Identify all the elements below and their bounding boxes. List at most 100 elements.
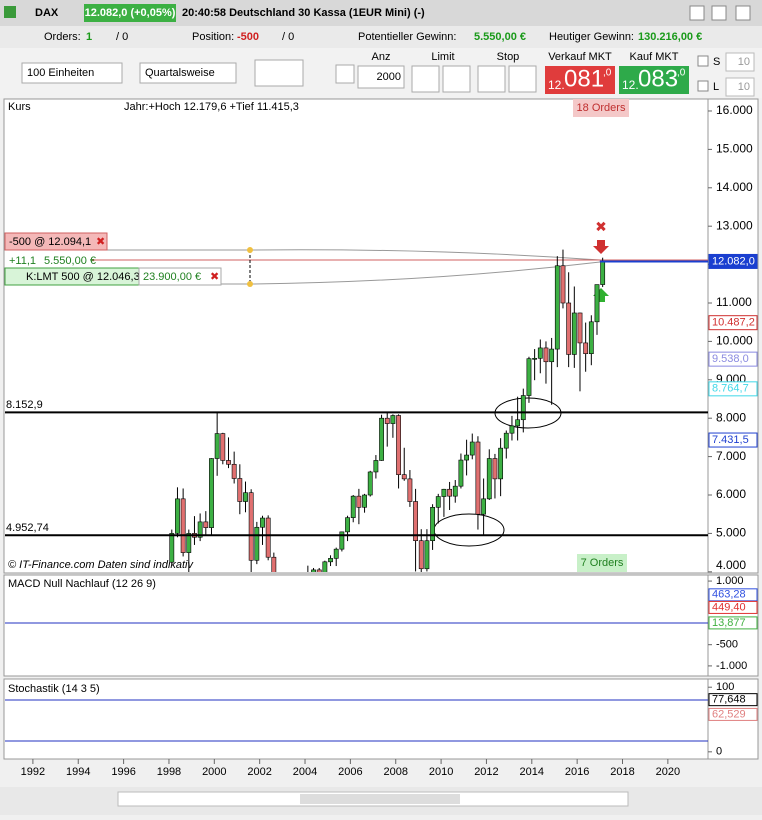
anz-input[interactable] — [357, 65, 405, 89]
window-title: 20:40:58 Deutschland 30 Kassa (1EUR Mini… — [182, 7, 425, 19]
candle-body — [424, 540, 430, 570]
candle-body — [486, 458, 492, 500]
copyright: © IT-Finance.com Daten sind indikativ — [8, 559, 195, 571]
down-arrow — [593, 240, 609, 254]
candle-body — [220, 433, 226, 461]
candle-body — [180, 498, 186, 553]
pnl-value: 5.550,00 € — [44, 255, 96, 267]
candle-body — [265, 517, 271, 558]
order-handle[interactable] — [247, 247, 253, 253]
buy-big: 083 — [638, 65, 678, 92]
pnl-points: +11,1 — [9, 255, 36, 267]
l-input[interactable] — [725, 77, 755, 97]
orders-bottom-box[interactable] — [577, 554, 627, 572]
stop-sell[interactable] — [508, 65, 537, 93]
position-text: -500 @ 12.094,1 — [9, 236, 91, 248]
potential-value: 5.550,00 € — [474, 31, 526, 43]
price-tag-label: 9.538,0 — [712, 353, 749, 365]
symbol[interactable]: DAX — [35, 7, 59, 19]
units-select[interactable] — [21, 62, 123, 84]
x-tick-label: 2004 — [293, 766, 317, 778]
tool-button[interactable] — [335, 64, 355, 84]
y-tick-label: 15.000 — [716, 142, 753, 156]
buy-small: 12. — [622, 78, 639, 92]
scroll-thumb[interactable] — [300, 794, 460, 804]
candle-body — [560, 265, 566, 304]
close-x[interactable]: ✖ — [96, 236, 105, 248]
candle-body — [594, 284, 600, 323]
orders-top-box[interactable] — [573, 99, 629, 117]
candle-body — [435, 496, 441, 508]
candle-body — [379, 417, 384, 461]
s-check[interactable] — [697, 55, 709, 67]
candle-body — [203, 521, 209, 528]
candle-body — [401, 474, 407, 480]
support-label: 8.152,9 — [6, 399, 43, 411]
potential-label: Potentieller Gewinn: — [358, 31, 456, 43]
candle-body — [543, 347, 549, 363]
orders-label: Orders: — [44, 31, 81, 43]
status-bar — [0, 26, 762, 48]
panel-title: Kurs — [8, 101, 31, 113]
today-value: 130.216,00 € — [638, 31, 702, 43]
candle-body — [339, 531, 345, 550]
orders-other: / 0 — [116, 31, 128, 43]
indicator-tag-label: 77,648 — [712, 694, 746, 706]
price-panel — [3, 98, 759, 574]
sell-button[interactable] — [545, 66, 615, 94]
chart-type-select[interactable] — [254, 59, 304, 87]
x-tick-label: 2006 — [338, 766, 362, 778]
support-label: 4.952,74 — [6, 522, 49, 534]
stoch-title: Stochastik (14 3 5) — [8, 683, 100, 695]
candle-body — [214, 433, 220, 459]
price-tag — [708, 381, 758, 397]
period-select[interactable] — [139, 62, 237, 84]
cancel-x[interactable]: ✖ — [210, 271, 219, 283]
candle-body — [509, 425, 515, 434]
indicator-tag — [708, 616, 758, 630]
candle-body — [396, 415, 401, 475]
y-tick-label: 10.000 — [716, 334, 753, 348]
y-tick-label: 16.000 — [716, 103, 753, 117]
max-button[interactable] — [711, 5, 727, 21]
x-tick-label: 2020 — [656, 766, 680, 778]
x-tick-label: 1994 — [66, 766, 90, 778]
candle-body — [322, 561, 328, 572]
s-input[interactable] — [725, 52, 755, 72]
candle-body — [226, 460, 231, 465]
candle-body — [498, 447, 504, 480]
app-icon — [4, 6, 16, 18]
candle-body — [475, 441, 481, 515]
candle-body — [571, 312, 577, 355]
position-box[interactable] — [4, 232, 108, 251]
limit-buy[interactable] — [411, 65, 440, 93]
price-tag — [708, 432, 758, 448]
candle-body — [588, 321, 594, 354]
sell-marker: ✖ — [595, 219, 607, 235]
close-button[interactable] — [735, 5, 751, 21]
order-handle[interactable] — [247, 281, 253, 287]
buy-button[interactable] — [619, 66, 689, 94]
orders-value: 1 — [86, 31, 92, 43]
stop-buy[interactable] — [477, 65, 506, 93]
candle-body — [367, 471, 373, 496]
indicator-tag-label: 463,28 — [712, 589, 746, 601]
l-check[interactable] — [697, 80, 709, 92]
stoch-panel — [3, 678, 759, 760]
candle-body — [600, 261, 606, 285]
anz-value: 2000 — [377, 71, 401, 83]
candle-body — [515, 419, 521, 427]
limit-sell[interactable] — [442, 65, 471, 93]
stop-label: Stop — [497, 51, 520, 63]
buy-label: Kauf MKT — [630, 51, 679, 63]
candle-body — [492, 458, 498, 480]
candle-body — [254, 526, 260, 561]
position-value: -500 — [237, 31, 259, 43]
min-button[interactable] — [689, 5, 705, 21]
sell-label: Verkauf MKT — [548, 51, 612, 63]
l-value: 10 — [738, 81, 750, 93]
x-tick-label: 2018 — [610, 766, 634, 778]
y-tick-label: 11.000 — [716, 295, 752, 309]
x-tick-label: 1996 — [111, 766, 135, 778]
candle-body — [345, 517, 350, 533]
